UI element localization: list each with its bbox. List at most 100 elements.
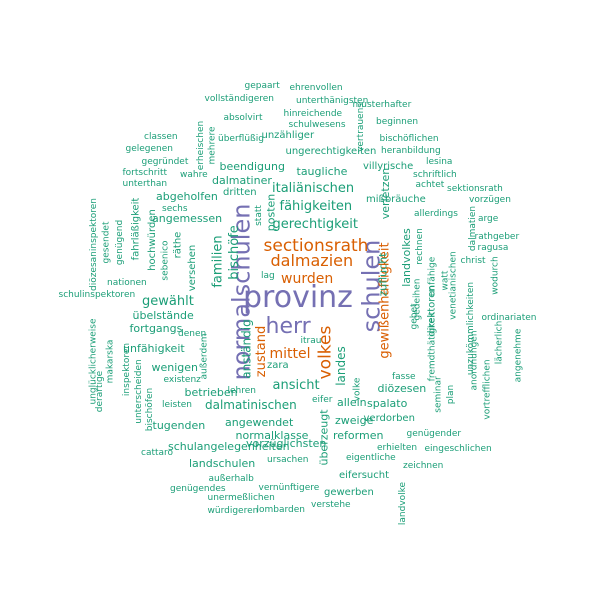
word-cloud-word: schulwesens <box>288 119 346 130</box>
word-cloud-word: vortrefflichen <box>482 358 493 420</box>
word-cloud-word: mittel <box>269 346 311 362</box>
word-cloud-word: eigentliche <box>346 452 396 463</box>
word-cloud-word: bischöfe <box>226 224 242 280</box>
word-cloud-word: genügender <box>406 428 462 439</box>
word-cloud-word: sechs <box>162 203 188 214</box>
word-cloud-word: zustand <box>253 325 269 377</box>
word-cloud-word: würdigeren <box>207 505 259 516</box>
word-cloud-word: provinz <box>243 280 353 315</box>
word-cloud-word: ragusa <box>477 242 509 253</box>
word-cloud-word: volke <box>352 377 363 401</box>
word-cloud-word: bischöfen <box>144 387 155 431</box>
word-cloud-word: erhielten <box>377 442 418 453</box>
word-cloud-word: dalmazien <box>270 251 354 270</box>
word-cloud-word: seminar <box>433 375 444 413</box>
word-cloud-word: diözesaninspektoren <box>88 197 99 291</box>
word-cloud-word: hochwürden <box>146 209 158 271</box>
word-cloud-word: außerdem <box>199 333 210 379</box>
word-cloud-word: statt <box>253 204 264 226</box>
word-cloud-word: angewendet <box>225 415 294 429</box>
word-cloud-word: gepaart <box>244 80 280 91</box>
word-cloud-word: reformen <box>333 428 384 442</box>
word-cloud-word: zweige <box>335 413 374 427</box>
word-cloud-word: mißbräuche <box>366 194 426 205</box>
word-cloud-word: gerechtigkeit <box>272 216 358 232</box>
word-cloud-word: angenehme <box>513 328 524 382</box>
word-cloud-word: beginnen <box>376 116 419 127</box>
word-cloud-word: unterthan <box>122 178 168 189</box>
word-cloud-word: ehrenvollen <box>289 82 343 93</box>
word-cloud-word: genügend <box>114 219 125 265</box>
word-cloud-word: sectionsrath <box>263 235 369 256</box>
word-cloud-word: lag <box>261 270 275 281</box>
word-cloud-word: existenz <box>163 374 201 385</box>
word-cloud-word: verletzen <box>378 167 392 219</box>
word-cloud-word: übelstände <box>132 308 194 322</box>
word-cloud-word: watt <box>440 270 451 290</box>
word-cloud-word: itrau <box>300 335 322 346</box>
word-cloud-word: gedeihen <box>412 278 423 320</box>
word-cloud-word: nationen <box>107 277 147 288</box>
word-cloud-word: vorzügen <box>469 194 511 205</box>
word-cloud-word: landvolkes <box>399 227 413 287</box>
word-cloud-word: genügendes <box>170 483 226 494</box>
word-cloud-word: schulangelegenheiten <box>168 439 290 453</box>
word-cloud-word: leisten <box>162 399 192 410</box>
word-cloud-word: vernünftigere <box>258 482 320 493</box>
word-cloud-word: lesina <box>426 156 453 167</box>
word-cloud-word: wenigen <box>151 360 199 374</box>
word-cloud-word: lächerlich <box>494 320 505 364</box>
word-cloud-word: landvolke <box>397 481 408 525</box>
word-cloud-word: vertrauens <box>355 102 366 152</box>
word-cloud-word: unermeßlichen <box>207 492 275 503</box>
word-cloud-word: zeichnen <box>403 460 444 471</box>
word-cloud-word: unterthänigsten <box>296 95 369 106</box>
word-cloud-word: herr <box>265 314 311 339</box>
word-cloud-word: unterscheiden <box>133 358 144 424</box>
word-cloud-word: fortgangs <box>129 321 183 335</box>
word-cloud-word: cattaro <box>141 447 174 458</box>
word-cloud-word: schriftlich <box>413 169 457 180</box>
word-cloud-word: gelegenen <box>125 143 173 154</box>
word-cloud-word: dalmatinischen <box>205 398 297 412</box>
word-cloud-word: landes <box>333 346 348 386</box>
word-cloud-word: absolvirt <box>223 112 263 123</box>
word-cloud-word: classen <box>144 131 178 142</box>
word-cloud-word: eingeschlichen <box>424 443 492 454</box>
word-cloud-word: makarska <box>105 339 116 383</box>
word-cloud-word: mehrere <box>207 125 218 165</box>
word-cloud-word: vollständigeren <box>204 93 274 104</box>
word-cloud-word: gewerben <box>324 487 374 498</box>
word-cloud-word: wodurch <box>490 255 501 295</box>
word-cloud-word: volkes <box>315 325 336 379</box>
word-cloud-word: räthe <box>171 231 183 259</box>
word-cloud-word: gesendet <box>101 221 112 263</box>
word-cloud-word: lombarden <box>256 504 306 515</box>
word-cloud-word: gegründet <box>141 156 189 167</box>
word-cloud-word: landschulen <box>189 456 256 470</box>
word-cloud-word: posten <box>264 193 278 231</box>
word-cloud-word: dritten <box>223 187 257 198</box>
word-cloud-word: musterhafter <box>352 99 412 110</box>
word-cloud-word: betrieben <box>184 385 238 399</box>
word-cloud-word: fahrläßigkeit <box>129 197 141 261</box>
word-cloud-word: verdorben <box>363 413 415 424</box>
word-cloud-word: ordinariaten <box>481 312 537 323</box>
word-cloud-word: inspektoren <box>121 342 132 396</box>
word-cloud-word: abgeholfen <box>156 189 218 203</box>
word-cloud-word: ursachen <box>267 454 309 465</box>
word-cloud-word: erheischen <box>195 120 206 170</box>
word-cloud-word: verstehe <box>311 499 351 510</box>
word-cloud-word: hinreichende <box>283 108 343 119</box>
word-cloud-word: beendigung <box>219 159 285 173</box>
word-cloud-word: christ <box>460 255 486 266</box>
word-cloud-word: lehren <box>227 385 257 396</box>
word-cloud-word: taugliche <box>296 164 348 178</box>
word-cloud-word: außerhalb <box>208 473 254 484</box>
word-cloud-word: denen <box>178 328 207 339</box>
word-cloud-word: wurden <box>281 271 334 287</box>
word-cloud-word: vorzüglichsten <box>246 436 327 450</box>
word-cloud-word: italiänischen <box>272 180 355 196</box>
